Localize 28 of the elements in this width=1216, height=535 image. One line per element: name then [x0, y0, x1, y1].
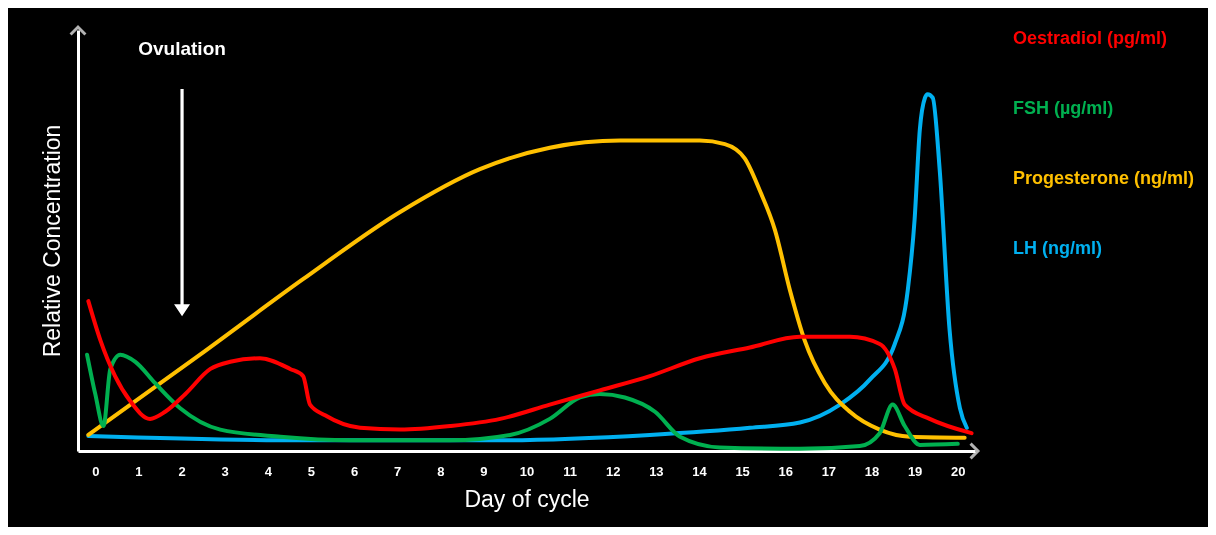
x-tick-label: 13	[649, 463, 664, 479]
x-tick-label: 16	[778, 463, 793, 479]
x-tick-label: 5	[307, 463, 315, 479]
text: Ovulation	[138, 38, 226, 60]
y-axis-title: Relative Concentration	[38, 124, 65, 358]
x-tick-label: 12	[606, 463, 621, 479]
x-tick-label: 19	[907, 463, 923, 479]
x-tick-label: 4	[264, 463, 273, 479]
x-tick-label: 8	[437, 463, 445, 479]
x-tick-label: 3	[221, 463, 229, 479]
x-axis-title: Day of cycle	[464, 485, 590, 512]
x-tick-label: 17	[821, 463, 837, 479]
x-tick-label: 6	[350, 463, 359, 479]
text: FSH (µg/ml)	[1013, 98, 1114, 118]
x-tick-label: 0	[92, 463, 100, 479]
x-tick-label: 14	[692, 463, 708, 479]
x-tick-label: 20	[951, 463, 966, 479]
x-tick-label: 1	[135, 463, 143, 479]
x-tick-label: 11	[563, 463, 577, 479]
text: Progesterone (ng/ml)	[1013, 168, 1195, 188]
x-tick-label: 18	[864, 463, 880, 479]
x-tick-label: 7	[394, 463, 402, 479]
x-tick-label: 9	[480, 463, 488, 479]
x-tick-label: 10	[519, 463, 535, 479]
x-tick-label: 2	[178, 463, 186, 479]
text: Oestradiol (pg/ml)	[1013, 28, 1168, 48]
text: LH (ng/ml)	[1013, 238, 1102, 258]
x-tick-label: 15	[735, 463, 750, 479]
